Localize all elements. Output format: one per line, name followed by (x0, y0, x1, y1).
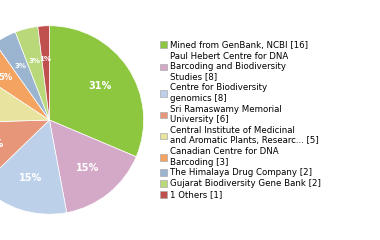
Text: 15%: 15% (76, 163, 100, 173)
Wedge shape (0, 120, 67, 214)
Wedge shape (0, 120, 49, 186)
Legend: Mined from GenBank, NCBI [16], Paul Hebert Centre for DNA
Barcoding and Biodiver: Mined from GenBank, NCBI [16], Paul Hebe… (160, 41, 321, 199)
Wedge shape (49, 26, 144, 157)
Wedge shape (38, 26, 49, 120)
Text: 3%: 3% (28, 58, 40, 64)
Text: 5%: 5% (0, 73, 13, 82)
Text: 11%: 11% (0, 139, 5, 149)
Wedge shape (15, 26, 49, 120)
Text: 15%: 15% (19, 173, 43, 183)
Wedge shape (0, 43, 49, 120)
Text: 31%: 31% (89, 81, 112, 91)
Wedge shape (49, 120, 136, 213)
Text: 3%: 3% (14, 63, 27, 69)
Wedge shape (0, 68, 49, 123)
Wedge shape (0, 32, 49, 120)
Text: 1%: 1% (40, 56, 52, 62)
